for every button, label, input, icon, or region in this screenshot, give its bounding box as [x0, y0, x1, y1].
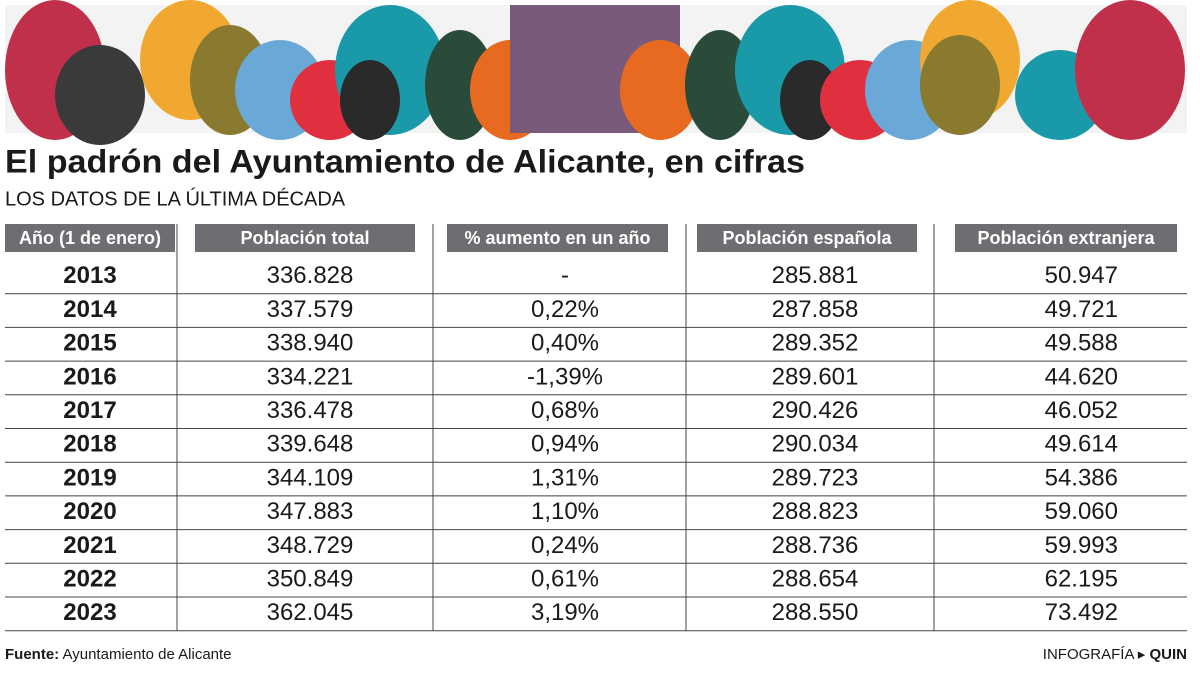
credit-label: INFOGRAFÍA: [1043, 646, 1135, 663]
cell-value: 1,10%: [531, 498, 599, 525]
row-year: 2015: [63, 330, 116, 357]
row-year: 2022: [63, 565, 116, 592]
cell-value: 49.614: [1045, 431, 1118, 458]
cell-value: 338.940: [267, 330, 354, 357]
cell-value: 0,94%: [531, 431, 599, 458]
cell-value: 287.858: [772, 296, 859, 323]
cell-value: 50.947: [1045, 262, 1118, 289]
row-year: 2021: [63, 532, 116, 559]
cell-value: 290.426: [772, 397, 859, 424]
cell-value: 334.221: [267, 363, 354, 390]
credit: INFOGRAFÍA ▸ QUIN: [1043, 646, 1187, 663]
cell-value: 290.034: [772, 431, 859, 458]
table: Año (1 de enero) Población total % aumento…: [5, 224, 1187, 632]
cell-value: 0,24%: [531, 532, 599, 559]
cell-value: 288.736: [772, 532, 859, 559]
cell-value: 288.654: [772, 565, 859, 592]
header-cell: [697, 224, 917, 252]
cell-value: 0,40%: [531, 330, 599, 357]
cell-value: -1,39%: [527, 363, 603, 390]
header-label: % aumento en un año: [464, 228, 650, 248]
cell-value: 0,22%: [531, 296, 599, 323]
cell-value: 54.386: [1045, 464, 1118, 491]
cell-value: 289.723: [772, 464, 859, 491]
row-year: 2016: [63, 363, 116, 390]
cell-value: 46.052: [1045, 397, 1118, 424]
header-cell: [447, 224, 668, 252]
cell-value: 339.648: [267, 431, 354, 458]
cell-value: -: [561, 262, 569, 289]
cell-value: 285.881: [772, 262, 859, 289]
row-year: 2023: [63, 599, 116, 626]
header-cell: [195, 224, 415, 252]
title: El padrón del Ayuntamiento de Alicante, …: [5, 143, 805, 179]
subtitle: LOS DATOS DE LA ÚLTIMA DÉCADA: [5, 187, 346, 210]
cell-value: 44.620: [1045, 363, 1118, 390]
source-text: Ayuntamiento de Alicante: [63, 646, 232, 663]
cell-value: 49.721: [1045, 296, 1118, 323]
credit-name: QUIN: [1150, 646, 1188, 663]
header-label: Población extranjera: [977, 228, 1155, 248]
cell-value: 62.195: [1045, 565, 1118, 592]
cell-value: 59.993: [1045, 532, 1118, 559]
row-year: 2020: [63, 498, 116, 525]
banner: [5, 0, 1187, 145]
row-year: 2017: [63, 397, 116, 424]
cell-value: 73.492: [1045, 599, 1118, 626]
cell-value: 288.823: [772, 498, 859, 525]
header-label: Año (1 de enero): [19, 228, 161, 248]
cell-value: 362.045: [267, 599, 354, 626]
header-cell: [5, 224, 175, 252]
cell-value: 336.828: [267, 262, 354, 289]
cell-value: 348.729: [267, 532, 354, 559]
cell-value: 289.601: [772, 363, 859, 390]
row-year: 2013: [63, 262, 116, 289]
cell-value: 336.478: [267, 397, 354, 424]
cell-value: 344.109: [267, 464, 354, 491]
cell-value: 49.588: [1045, 330, 1118, 357]
cell-value: 0,61%: [531, 565, 599, 592]
cell-value: 3,19%: [531, 599, 599, 626]
cell-value: 337.579: [267, 296, 354, 323]
cell-value: 1,31%: [531, 464, 599, 491]
source: Fuente: Ayuntamiento de Alicante: [5, 646, 232, 663]
header-label: Población total: [240, 228, 369, 248]
cell-value: 350.849: [267, 565, 354, 592]
row-year: 2018: [63, 431, 116, 458]
header-cell: [955, 224, 1177, 252]
source-label: Fuente:: [5, 646, 59, 663]
cell-value: 0,68%: [531, 397, 599, 424]
cell-value: 59.060: [1045, 498, 1118, 525]
cell-value: 347.883: [267, 498, 354, 525]
cell-value: 289.352: [772, 330, 859, 357]
header-label: Población española: [722, 228, 892, 248]
row-year: 2019: [63, 464, 116, 491]
row-year: 2014: [63, 296, 117, 323]
cell-value: 288.550: [772, 599, 859, 626]
